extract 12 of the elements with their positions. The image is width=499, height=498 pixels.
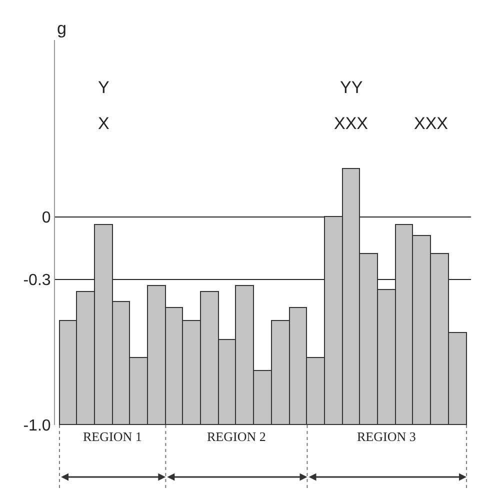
annotation: YY [340, 78, 363, 97]
y-axis-title: g [57, 19, 66, 38]
y-tick-label: 0 [42, 209, 51, 226]
text: REGION 3 [357, 429, 416, 444]
text: REGION 2 [207, 429, 266, 444]
y-tick-label: -1.0 [23, 418, 51, 435]
text: REGION 1 [83, 429, 142, 444]
annotation: Y [98, 78, 110, 97]
y-tick-label: -0.3 [23, 272, 51, 289]
annotation: XXX [414, 114, 448, 133]
annotation: X [98, 114, 110, 133]
annotation: XXX [334, 114, 368, 133]
